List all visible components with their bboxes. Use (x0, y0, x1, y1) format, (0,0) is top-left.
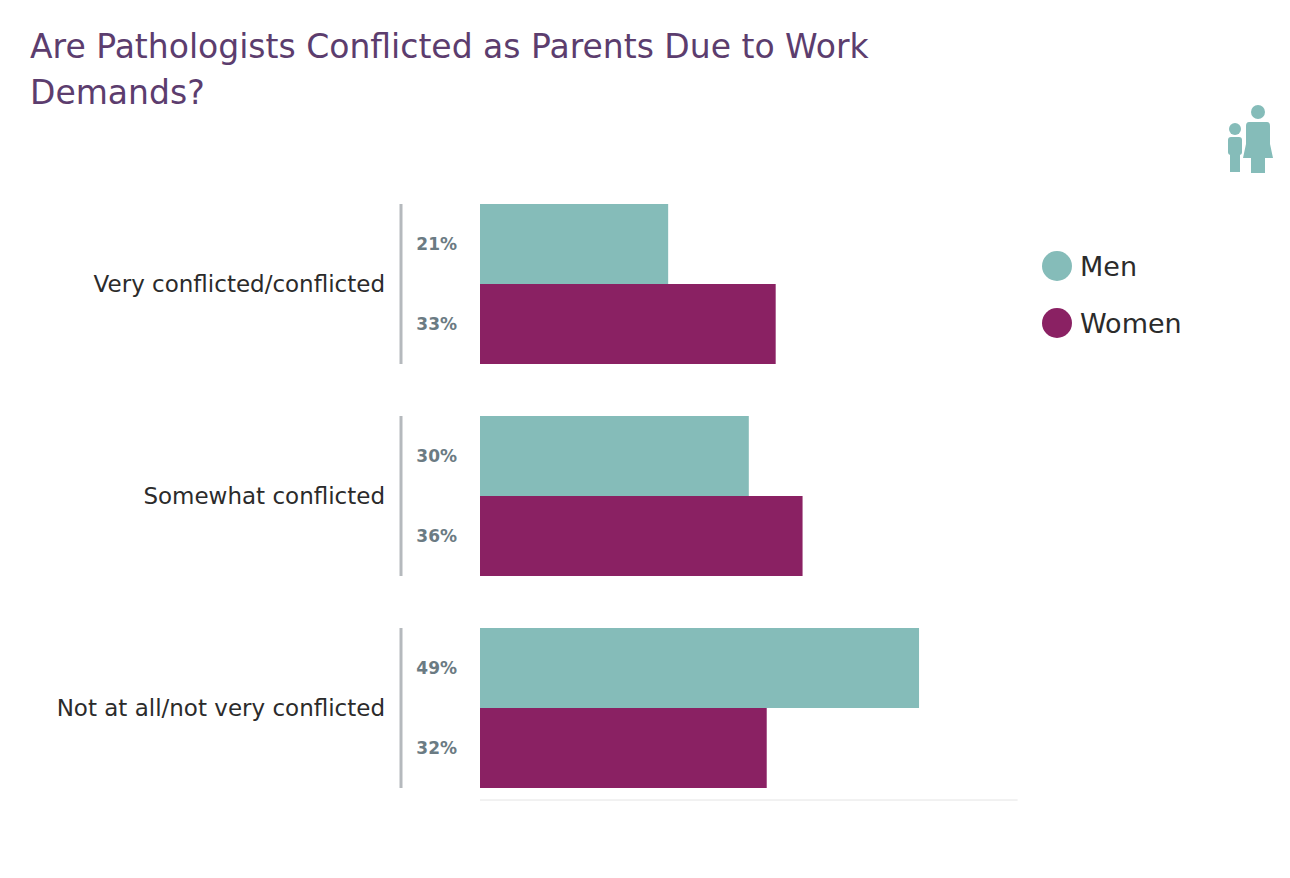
title-line: Are Pathologists Conflicted as Parents D… (30, 27, 870, 66)
legend-label: Women (1080, 308, 1182, 339)
chart: Are Pathologists Conflicted as Parents D… (0, 0, 1290, 878)
bar (480, 496, 803, 576)
data-label: 36% (416, 526, 457, 546)
category-label: Not at all/not very conflicted (57, 695, 385, 721)
bar (480, 284, 776, 364)
bars (480, 204, 919, 788)
data-label: 49% (416, 658, 457, 678)
title: Are Pathologists Conflicted as Parents D… (30, 27, 870, 112)
x-axis-line (480, 800, 1018, 801)
category-label: Somewhat conflicted (143, 483, 385, 509)
group-separator (400, 628, 403, 788)
bar (480, 204, 668, 284)
icon-part (1251, 156, 1265, 173)
icon (1228, 105, 1273, 173)
bar (480, 416, 749, 496)
legend-item: Men (1042, 251, 1137, 282)
bar (480, 628, 919, 708)
data-label: 21% (416, 234, 457, 254)
category-label: Very conflicted/conflicted (94, 271, 385, 297)
icon-part (1251, 105, 1265, 119)
group-separator (400, 416, 403, 576)
legend-label: Men (1080, 251, 1137, 282)
title-line: Demands? (30, 73, 205, 112)
bar (480, 708, 767, 788)
icon-part (1230, 152, 1240, 172)
icon-part (1243, 122, 1273, 158)
data-label: 30% (416, 446, 457, 466)
data-label: 32% (416, 738, 457, 758)
data-label: 33% (416, 314, 457, 334)
legend-item: Women (1042, 308, 1182, 339)
group-separator (400, 204, 403, 364)
legend: Men Women (1042, 251, 1182, 339)
icon-part (1229, 123, 1241, 135)
legend-swatch (1042, 251, 1072, 281)
legend-swatch (1042, 308, 1072, 338)
